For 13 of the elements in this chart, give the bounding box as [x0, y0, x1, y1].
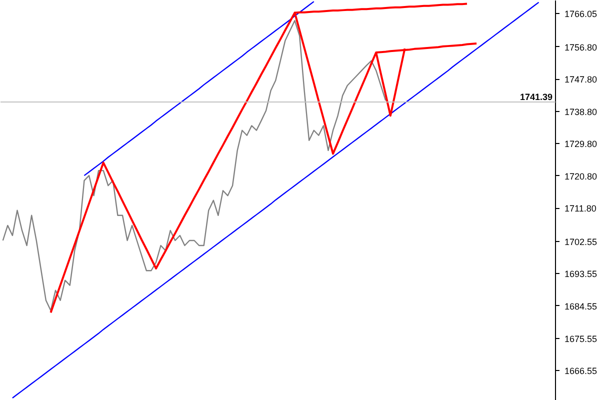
y-tick-label: 1666.55 [564, 366, 598, 376]
y-tick-label: 1693.55 [564, 269, 598, 280]
y-tick-label: 1675.55 [564, 334, 598, 344]
y-tick-label: 1766.05 [564, 9, 598, 20]
y-tick-label: 1684.55 [564, 301, 598, 312]
y-tick-label: 1747.80 [564, 74, 598, 85]
y-tick-label: 1756.80 [564, 42, 598, 52]
y-tick-label: 1729.80 [564, 139, 598, 150]
ref-line-label: 1741.39 [520, 92, 553, 102]
y-tick-label: 1738.80 [564, 106, 598, 117]
y-tick-label: 1711.80 [564, 204, 596, 214]
y-tick-label: 1702.55 [564, 236, 598, 247]
y-tick-label: 1720.80 [564, 171, 598, 182]
